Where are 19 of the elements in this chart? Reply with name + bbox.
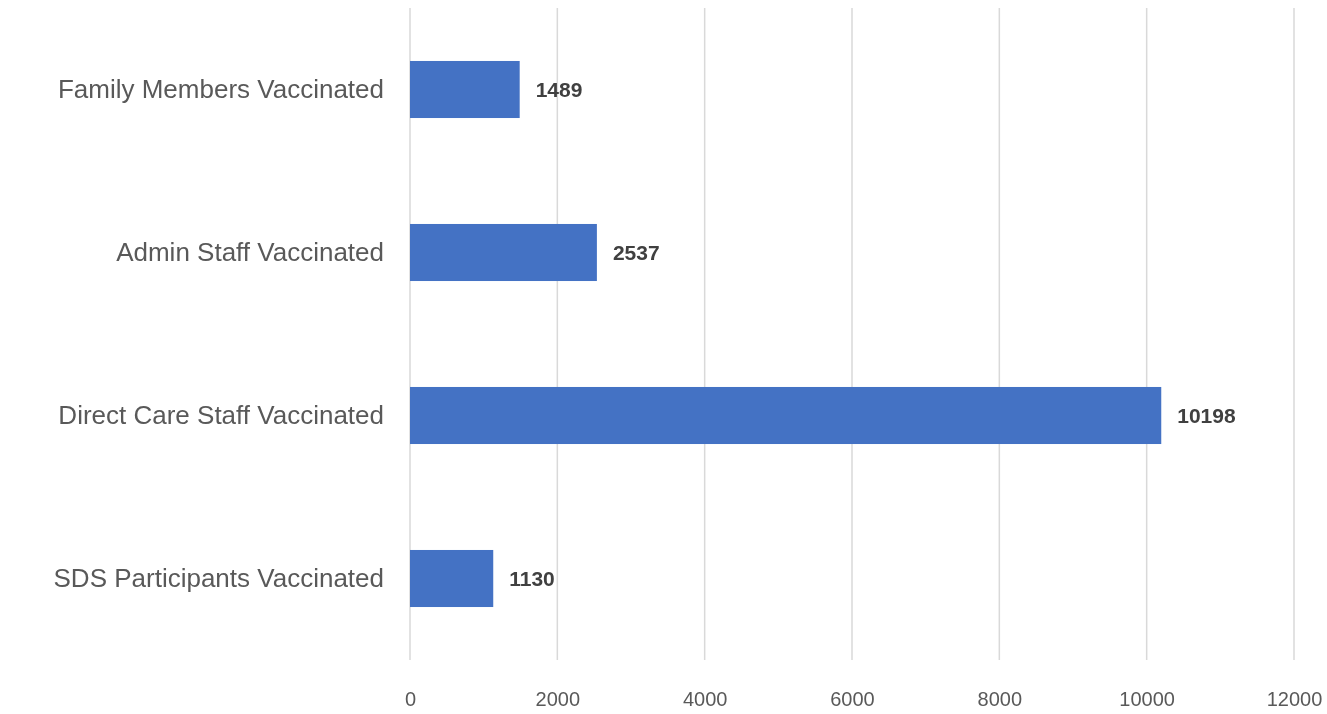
data-label: 1489 bbox=[535, 77, 583, 101]
x-tick-label: 12000 bbox=[1266, 688, 1323, 711]
y-tick-label: Family Members Vaccinated bbox=[57, 73, 384, 104]
bar bbox=[410, 60, 520, 119]
x-tick-label: 2000 bbox=[535, 688, 581, 711]
y-tick-label: Direct Care Staff Vaccinated bbox=[58, 399, 384, 430]
x-tick-label: 6000 bbox=[830, 688, 875, 711]
data-label: 10198 bbox=[1177, 403, 1236, 427]
x-tick-label: 10000 bbox=[1119, 688, 1175, 711]
data-label: 2537 bbox=[612, 240, 660, 264]
bar bbox=[410, 386, 1162, 445]
bar bbox=[410, 223, 597, 282]
x-tick-label: 4000 bbox=[682, 688, 728, 711]
x-tick-label: 0 bbox=[404, 688, 417, 711]
y-tick-label: Admin Staff Vaccinated bbox=[116, 236, 384, 267]
data-label: 1130 bbox=[509, 566, 555, 590]
x-tick-label: 8000 bbox=[977, 688, 1023, 711]
y-tick-label: SDS Participants Vaccinated bbox=[53, 562, 384, 593]
bar bbox=[410, 549, 494, 608]
